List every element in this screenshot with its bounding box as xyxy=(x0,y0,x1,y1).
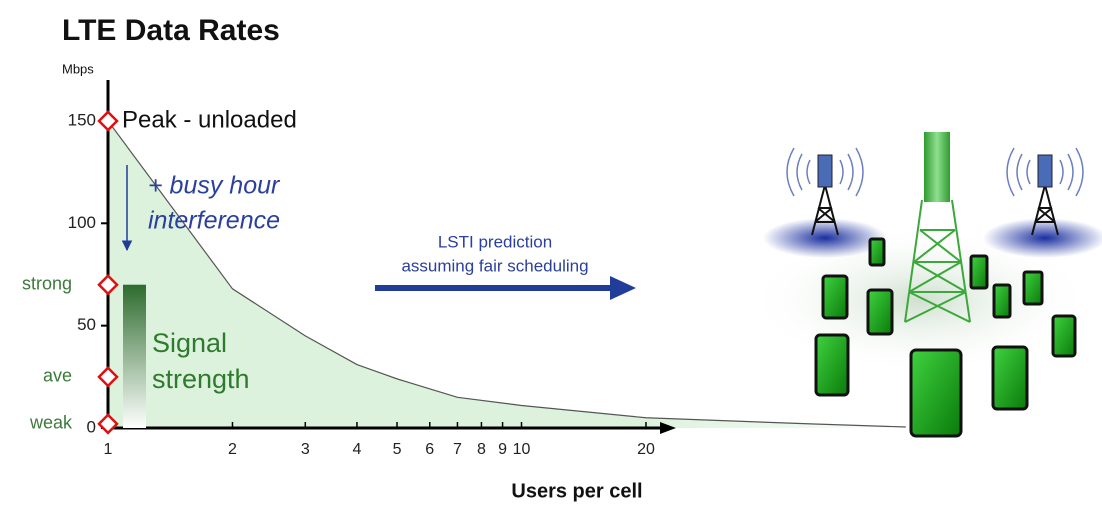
x-tick-label: 4 xyxy=(352,441,361,458)
legend-label: Peak - unloaded xyxy=(122,106,297,133)
x-tick-label: 3 xyxy=(301,441,310,458)
line xyxy=(107,120,906,428)
marker xyxy=(97,273,119,296)
x-axis-arrow xyxy=(660,422,676,434)
x-axis-label: Users per cell xyxy=(511,480,642,502)
annotation: assuming fair scheduling xyxy=(401,256,588,275)
signal-level-label: strong xyxy=(22,273,72,293)
network-illustration xyxy=(745,132,1102,438)
annotation: Signal xyxy=(152,328,227,358)
signal-bar xyxy=(123,284,146,428)
x-tick-label: 1 xyxy=(104,441,113,458)
signal-level-label: weak xyxy=(29,413,73,433)
x-tick-label: 7 xyxy=(453,441,462,458)
area xyxy=(108,120,906,428)
y-tick-label: 100 xyxy=(68,213,96,232)
y-tick-label: 0 xyxy=(87,417,96,436)
x-tick-label: 9 xyxy=(498,441,507,458)
annotation: + busy hour xyxy=(148,172,281,200)
signal-level-label: ave xyxy=(43,366,72,386)
y-tick-label: 50 xyxy=(77,315,96,334)
y-tick-label: 150 xyxy=(68,110,96,129)
marker xyxy=(97,413,119,435)
x-tick-label: 20 xyxy=(637,441,655,458)
annotation: interference xyxy=(148,207,280,235)
annotation: strength xyxy=(152,364,250,394)
x-tick-label: 8 xyxy=(477,441,486,458)
marker xyxy=(97,366,119,388)
x-tick-label: 2 xyxy=(228,441,237,458)
chart-title: LTE Data Rates xyxy=(62,14,280,47)
x-tick-label: 5 xyxy=(393,441,402,458)
annotation: LSTI prediction xyxy=(438,232,552,251)
x-tick-label: 10 xyxy=(513,441,531,458)
x-tick-label: 6 xyxy=(425,441,434,458)
marker xyxy=(97,110,119,132)
annotation-arrowhead xyxy=(610,276,636,300)
area-fade xyxy=(640,380,940,428)
y-unit: Mbps xyxy=(62,61,94,76)
